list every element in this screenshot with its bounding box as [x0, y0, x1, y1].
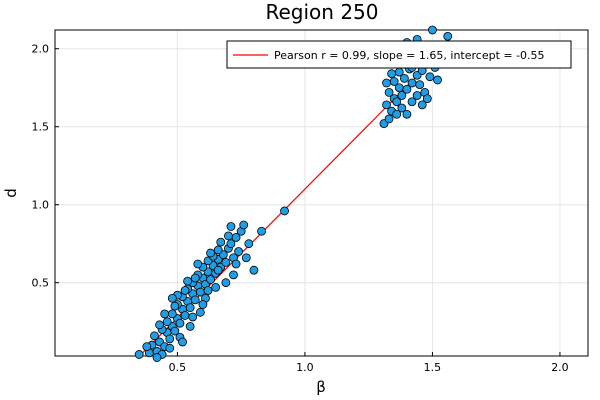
y-tick-label: 1.0 [32, 199, 50, 212]
x-tick-label: 0.5 [169, 361, 187, 374]
scatter-point [216, 237, 226, 247]
grid [55, 30, 588, 356]
scatter-point [412, 91, 422, 100]
scatter-point [234, 247, 244, 256]
scatter-point [394, 67, 404, 77]
scatter-point [165, 343, 175, 353]
scatter-point [150, 331, 159, 341]
scatter-point [213, 245, 223, 255]
scatter-point [402, 109, 412, 119]
y-tick-label: 1.5 [32, 121, 50, 134]
scatter-point [170, 301, 180, 311]
scatter-point [185, 321, 195, 331]
scatter-point [422, 94, 432, 104]
scatter-point [407, 78, 417, 88]
scatter-point [175, 318, 185, 328]
scatter-point [443, 31, 453, 41]
x-tick-label: 2.0 [551, 361, 569, 374]
y-tick-label: 0.5 [32, 277, 50, 290]
scatter-point [407, 97, 417, 107]
plot-frame [54, 29, 589, 357]
y-axis-label: d [2, 188, 20, 198]
scatter-point [382, 100, 391, 110]
scatter-point [167, 293, 177, 303]
scatter-point [160, 309, 170, 319]
scatter-point [417, 100, 427, 110]
scatter-point [178, 337, 187, 347]
scatter-point [195, 307, 205, 317]
x-tick-label: 1.0 [296, 361, 314, 374]
scatter-point [167, 309, 177, 319]
legend-box [226, 40, 572, 69]
scatter-point [142, 342, 152, 352]
scatter-point [155, 320, 164, 330]
scatter-point [399, 73, 409, 83]
scatter-point [180, 311, 190, 320]
scatter-point [433, 75, 442, 85]
scatter-point [188, 312, 198, 322]
scatter-point [224, 231, 233, 241]
scatter-point [185, 303, 195, 313]
scatter-point [231, 259, 241, 269]
scatter-point [384, 114, 394, 124]
scatter-point [425, 72, 435, 82]
scatter-point [213, 265, 223, 275]
scatter-point [198, 300, 208, 309]
scatter-point [206, 275, 215, 284]
scatter-point [239, 220, 249, 230]
y-tick-label: 2.0 [32, 43, 50, 56]
scatter-point [392, 97, 402, 107]
scatter-point [226, 222, 236, 231]
scatter-point [134, 350, 144, 359]
scatter-point [389, 77, 399, 86]
scatter-point [249, 265, 259, 275]
axis-ticks: 0.5 1.0 1.5 2.0 0.5 1.0 1.5 2.0 [32, 43, 569, 374]
scatter-point [226, 239, 236, 249]
scatter-point [221, 258, 231, 267]
scatter-point [382, 78, 391, 88]
scatter-point [190, 273, 200, 283]
x-tick-label: 1.5 [424, 361, 442, 374]
scatter-point [152, 353, 162, 362]
scatter-points [134, 25, 453, 362]
scatter-point [203, 286, 213, 295]
scatter-point [387, 69, 397, 79]
scatter-point [229, 270, 238, 280]
scatter-point [165, 334, 175, 344]
scatter-point [384, 87, 394, 97]
legend: Pearson r = 0.99, slope = 1.65, intercep… [226, 40, 572, 69]
scatter-point [397, 91, 407, 100]
scatter-point [280, 206, 289, 216]
legend-label: Pearson r = 0.99, slope = 1.65, intercep… [274, 49, 545, 62]
x-axis-label: β [316, 378, 326, 396]
scatter-point [162, 317, 172, 327]
scatter-point [392, 109, 402, 119]
scatter-point [206, 248, 215, 258]
chart-title: Region 250 [266, 0, 379, 24]
scatter-point [183, 276, 193, 286]
scatter-point [402, 84, 412, 94]
scatter-point [257, 226, 266, 236]
scatter-point [415, 80, 425, 89]
scatter-point [170, 326, 180, 336]
scatter-point [244, 239, 254, 249]
scatter-point [241, 253, 251, 263]
scatter-point [190, 295, 200, 305]
scatter-point [180, 286, 190, 295]
scatter-point [428, 25, 437, 35]
scatter-point [193, 259, 203, 269]
scatter-point [397, 103, 407, 113]
scatter-point [221, 278, 231, 288]
scatter-point [211, 282, 221, 292]
